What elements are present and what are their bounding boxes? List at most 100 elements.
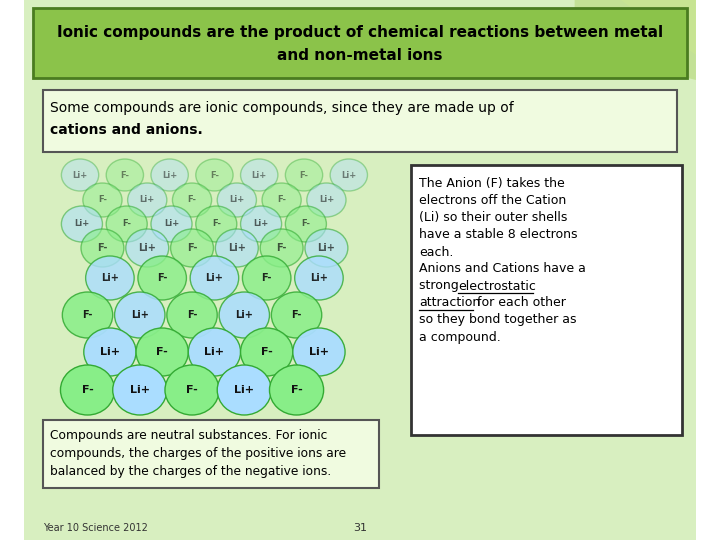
Text: Li+: Li+ [101, 273, 119, 283]
Text: Li+: Li+ [162, 171, 177, 179]
Polygon shape [621, 0, 696, 55]
Ellipse shape [189, 328, 240, 376]
FancyBboxPatch shape [42, 420, 379, 488]
Ellipse shape [285, 159, 323, 191]
Text: F-: F- [98, 195, 107, 205]
Text: a compound.: a compound. [419, 330, 500, 343]
Text: Li+: Li+ [131, 310, 149, 320]
Ellipse shape [127, 183, 167, 217]
Ellipse shape [83, 183, 122, 217]
Ellipse shape [63, 292, 113, 338]
Polygon shape [575, 0, 696, 80]
Ellipse shape [293, 328, 345, 376]
Text: Li+: Li+ [138, 243, 156, 253]
Ellipse shape [307, 183, 346, 217]
Text: Li+: Li+ [73, 171, 88, 179]
Ellipse shape [86, 256, 134, 300]
Text: Li+: Li+ [140, 195, 155, 205]
FancyBboxPatch shape [42, 90, 678, 152]
Text: F-: F- [97, 243, 107, 253]
Text: Li+: Li+ [130, 385, 150, 395]
Ellipse shape [151, 206, 192, 242]
Text: Li+: Li+ [253, 219, 269, 228]
Ellipse shape [240, 328, 293, 376]
Ellipse shape [217, 183, 256, 217]
Text: Li+: Li+ [309, 347, 329, 357]
Text: F-: F- [292, 310, 302, 320]
Ellipse shape [285, 206, 326, 242]
Ellipse shape [126, 229, 168, 267]
Text: F-: F- [187, 310, 197, 320]
FancyBboxPatch shape [24, 0, 696, 540]
Ellipse shape [240, 159, 278, 191]
Text: F-: F- [81, 385, 94, 395]
Text: F-: F- [302, 219, 310, 228]
Text: Li+: Li+ [235, 310, 253, 320]
Ellipse shape [271, 292, 322, 338]
Text: Li+: Li+ [205, 273, 223, 283]
Text: Li+: Li+ [164, 219, 179, 228]
Ellipse shape [305, 229, 348, 267]
Text: each.: each. [419, 246, 453, 259]
Ellipse shape [196, 159, 233, 191]
Text: F-: F- [156, 347, 168, 357]
Ellipse shape [61, 159, 99, 191]
Text: F-: F- [261, 347, 273, 357]
Text: F-: F- [300, 171, 308, 179]
Text: The Anion (F) takes the: The Anion (F) takes the [419, 178, 564, 191]
Ellipse shape [330, 159, 367, 191]
Text: F-: F- [187, 195, 197, 205]
Text: Some compounds are ionic compounds, since they are made up of: Some compounds are ionic compounds, sinc… [50, 101, 514, 115]
Ellipse shape [165, 365, 219, 415]
Text: F-: F- [212, 219, 221, 228]
Text: (Li) so their outer shells: (Li) so their outer shells [419, 212, 567, 225]
Ellipse shape [114, 292, 165, 338]
Ellipse shape [106, 159, 143, 191]
Text: for each other: for each other [473, 296, 566, 309]
Ellipse shape [260, 229, 303, 267]
Ellipse shape [84, 328, 136, 376]
Text: Li+: Li+ [204, 347, 225, 357]
Text: F-: F- [82, 310, 93, 320]
Ellipse shape [136, 328, 189, 376]
Ellipse shape [151, 159, 189, 191]
Text: so they bond together as: so they bond together as [419, 314, 576, 327]
Ellipse shape [138, 256, 186, 300]
Ellipse shape [61, 206, 102, 242]
Text: and non-metal ions: and non-metal ions [277, 48, 443, 63]
Text: Li+: Li+ [228, 243, 246, 253]
Text: Li+: Li+ [229, 195, 245, 205]
Text: F-: F- [291, 385, 302, 395]
Text: Li+: Li+ [341, 171, 356, 179]
Text: Li+: Li+ [310, 273, 328, 283]
Text: Li+: Li+ [318, 243, 336, 253]
Text: F-: F- [187, 243, 197, 253]
Text: F-: F- [120, 171, 130, 179]
FancyBboxPatch shape [33, 8, 687, 78]
Text: electrons off the Cation: electrons off the Cation [419, 194, 566, 207]
Text: F-: F- [277, 195, 286, 205]
Text: compounds, the charges of the positive ions are: compounds, the charges of the positive i… [50, 448, 346, 461]
Text: cations and anions.: cations and anions. [50, 123, 203, 137]
Ellipse shape [81, 229, 124, 267]
Ellipse shape [217, 365, 271, 415]
Ellipse shape [262, 183, 301, 217]
Ellipse shape [219, 292, 269, 338]
Text: attraction: attraction [419, 296, 480, 309]
Ellipse shape [60, 365, 114, 415]
Ellipse shape [190, 256, 239, 300]
Text: Li+: Li+ [234, 385, 254, 395]
Text: electrostatic: electrostatic [458, 280, 536, 293]
Text: Li+: Li+ [100, 347, 120, 357]
Text: Year 10 Science 2012: Year 10 Science 2012 [42, 523, 148, 533]
Text: F-: F- [186, 385, 198, 395]
Ellipse shape [171, 229, 214, 267]
Text: F-: F- [261, 273, 272, 283]
Ellipse shape [167, 292, 217, 338]
Text: Compounds are neutral substances. For ionic: Compounds are neutral substances. For io… [50, 429, 328, 442]
Text: have a stable 8 electrons: have a stable 8 electrons [419, 228, 577, 241]
Text: Li+: Li+ [74, 219, 89, 228]
Ellipse shape [113, 365, 167, 415]
FancyBboxPatch shape [411, 165, 682, 435]
Ellipse shape [240, 206, 282, 242]
